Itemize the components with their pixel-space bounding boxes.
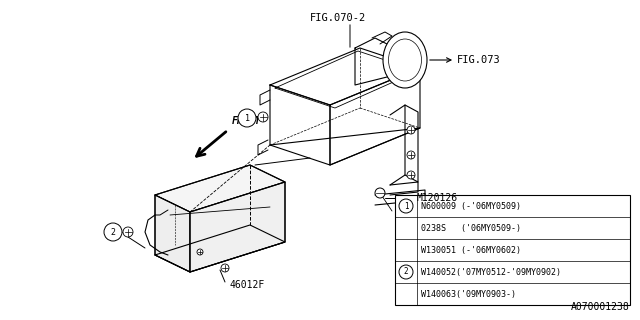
Text: N600009 (-'06MY0509): N600009 (-'06MY0509) — [421, 202, 521, 211]
Circle shape — [399, 265, 413, 279]
Bar — [395, 195, 630, 305]
Text: A070001238: A070001238 — [572, 302, 630, 312]
Polygon shape — [155, 165, 285, 212]
Circle shape — [399, 199, 413, 213]
Circle shape — [104, 223, 122, 241]
Text: FIG.070-2: FIG.070-2 — [310, 13, 366, 23]
Text: 2: 2 — [111, 228, 115, 236]
Text: 0238S   ('06MY0509-): 0238S ('06MY0509-) — [421, 223, 521, 233]
Text: W140052('07MY0512-'09MY0902): W140052('07MY0512-'09MY0902) — [421, 268, 561, 276]
Text: W140063('09MY0903-): W140063('09MY0903-) — [421, 290, 516, 299]
Circle shape — [221, 264, 229, 272]
Circle shape — [407, 151, 415, 159]
Circle shape — [123, 227, 133, 237]
Text: 46012F: 46012F — [230, 280, 265, 290]
Ellipse shape — [383, 32, 427, 88]
Polygon shape — [190, 182, 285, 272]
Text: FRONT: FRONT — [232, 116, 261, 126]
Circle shape — [258, 112, 268, 122]
Circle shape — [197, 249, 203, 255]
Text: 1: 1 — [244, 114, 250, 123]
Circle shape — [238, 109, 256, 127]
Text: M120126: M120126 — [417, 193, 458, 203]
Circle shape — [407, 171, 415, 179]
Text: FIG.073: FIG.073 — [457, 55, 500, 65]
Text: 1: 1 — [404, 202, 408, 211]
Polygon shape — [155, 195, 190, 272]
Text: 2: 2 — [404, 268, 408, 276]
Circle shape — [407, 126, 415, 134]
Text: W130051 (-'06MY0602): W130051 (-'06MY0602) — [421, 245, 521, 254]
Circle shape — [375, 188, 385, 198]
